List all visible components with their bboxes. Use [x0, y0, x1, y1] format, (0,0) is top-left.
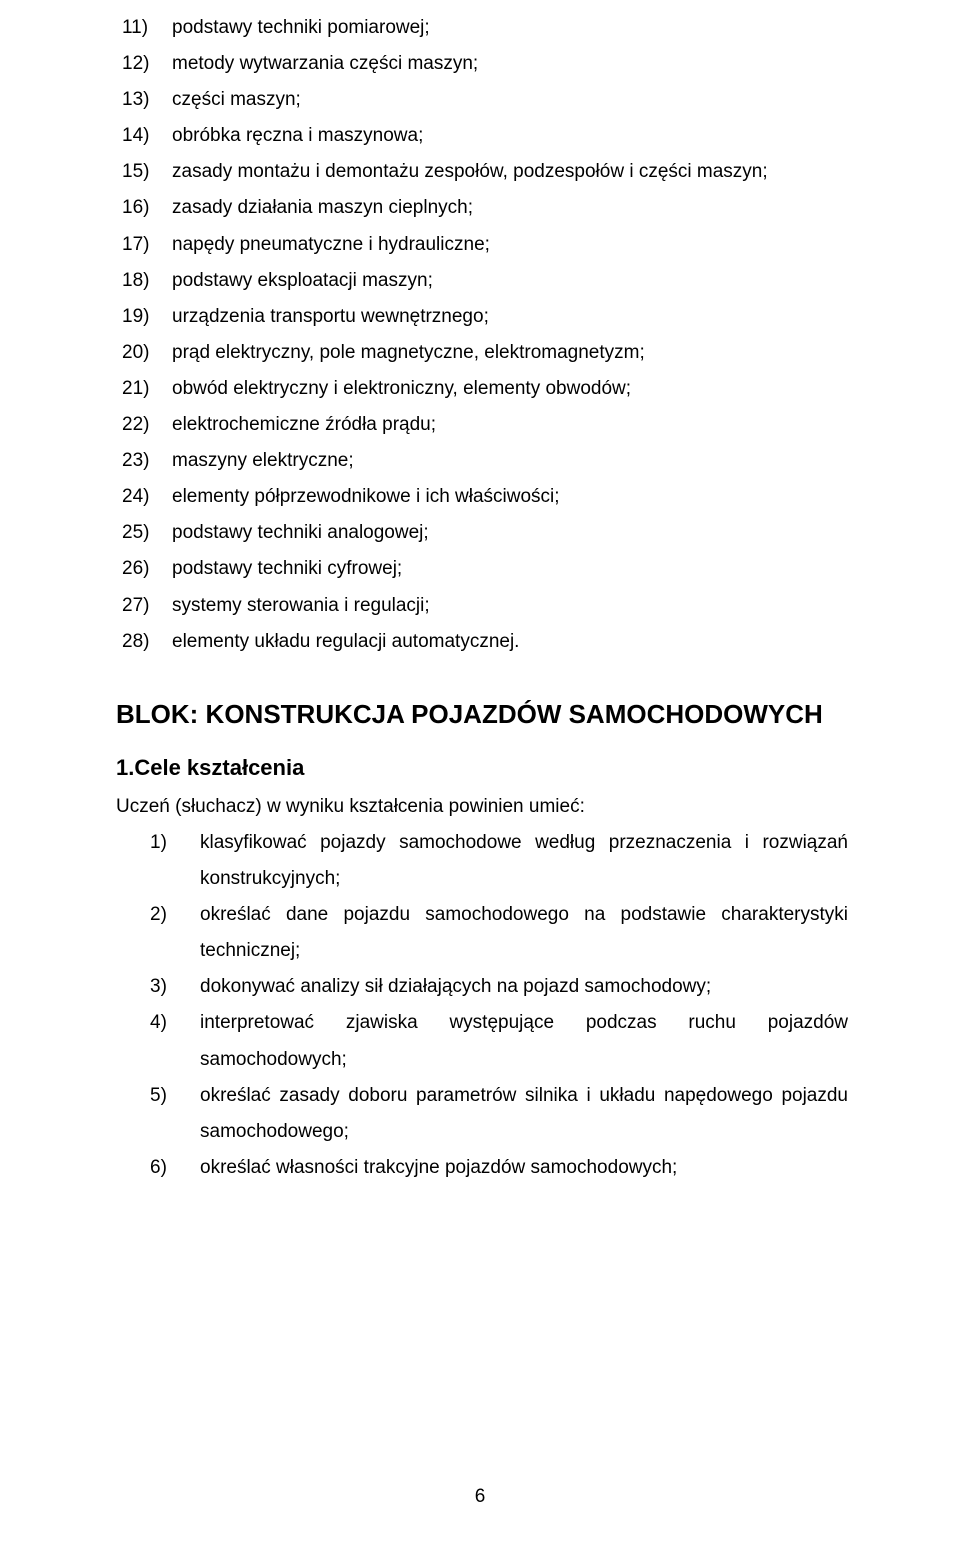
item-text: prąd elektryczny, pole magnetyczne, elek…	[172, 335, 848, 371]
item-number: 20)	[116, 335, 172, 371]
item-number: 2)	[150, 897, 200, 969]
item-text: części maszyn;	[172, 82, 848, 118]
item-number: 23)	[116, 443, 172, 479]
item-text: interpretować zjawiska występujące podcz…	[200, 1005, 848, 1077]
numbered-list-1: 11)podstawy techniki pomiarowej; 12)meto…	[116, 10, 848, 660]
item-number: 11)	[116, 10, 172, 46]
item-text: dokonywać analizy sił działających na po…	[200, 969, 848, 1005]
list-item: 19)urządzenia transportu wewnętrznego;	[116, 299, 848, 335]
list-item: 5)określać zasady doboru parametrów siln…	[116, 1078, 848, 1150]
item-number: 13)	[116, 82, 172, 118]
list-item: 4)interpretować zjawiska występujące pod…	[116, 1005, 848, 1077]
item-number: 26)	[116, 551, 172, 587]
subsection-heading: 1.Cele kształcenia	[116, 747, 848, 789]
item-text: określać własności trakcyjne pojazdów sa…	[200, 1150, 848, 1186]
item-text: zasady montażu i demontażu zespołów, pod…	[172, 154, 848, 190]
item-number: 27)	[116, 588, 172, 624]
item-number: 15)	[116, 154, 172, 190]
item-number: 4)	[150, 1005, 200, 1077]
list-item: 22)elektrochemiczne źródła prądu;	[116, 407, 848, 443]
page-number: 6	[0, 1479, 960, 1515]
item-number: 6)	[150, 1150, 200, 1186]
list-item: 11)podstawy techniki pomiarowej;	[116, 10, 848, 46]
list-item: 23)maszyny elektryczne;	[116, 443, 848, 479]
list-item: 12)metody wytwarzania części maszyn;	[116, 46, 848, 82]
item-number: 24)	[116, 479, 172, 515]
document-page: 11)podstawy techniki pomiarowej; 12)meto…	[0, 0, 960, 1543]
item-text: metody wytwarzania części maszyn;	[172, 46, 848, 82]
item-number: 14)	[116, 118, 172, 154]
item-text: obwód elektryczny i elektroniczny, eleme…	[172, 371, 848, 407]
item-text: napędy pneumatyczne i hydrauliczne;	[172, 227, 848, 263]
item-number: 1)	[150, 825, 200, 897]
item-number: 12)	[116, 46, 172, 82]
list-item: 14) obróbka ręczna i maszynowa;	[116, 118, 848, 154]
item-text: podstawy techniki pomiarowej;	[172, 10, 848, 46]
list-item: 25)podstawy techniki analogowej;	[116, 515, 848, 551]
list-item: 27)systemy sterowania i regulacji;	[116, 588, 848, 624]
list-item: 20)prąd elektryczny, pole magnetyczne, e…	[116, 335, 848, 371]
list-item: 13)części maszyn;	[116, 82, 848, 118]
list-item: 28)elementy układu regulacji automatyczn…	[116, 624, 848, 660]
list-item: 17)napędy pneumatyczne i hydrauliczne;	[116, 227, 848, 263]
list-item: 15)zasady montażu i demontażu zespołów, …	[116, 154, 848, 190]
item-text: podstawy techniki cyfrowej;	[172, 551, 848, 587]
list-item: 16)zasady działania maszyn cieplnych;	[116, 190, 848, 226]
item-text: maszyny elektryczne;	[172, 443, 848, 479]
section-heading: BLOK: KONSTRUKCJA POJAZDÓW SAMOCHODOWYCH	[116, 690, 848, 739]
item-number: 3)	[150, 969, 200, 1005]
item-number: 18)	[116, 263, 172, 299]
item-number: 25)	[116, 515, 172, 551]
item-text: podstawy eksploatacji maszyn;	[172, 263, 848, 299]
list-item: 18)podstawy eksploatacji maszyn;	[116, 263, 848, 299]
item-number: 19)	[116, 299, 172, 335]
item-text: określać dane pojazdu samochodowego na p…	[200, 897, 848, 969]
item-text: określać zasady doboru parametrów silnik…	[200, 1078, 848, 1150]
intro-text: Uczeń (słuchacz) w wyniku kształcenia po…	[116, 789, 848, 825]
item-text: elementy układu regulacji automatycznej.	[172, 624, 848, 660]
list-item: 6)określać własności trakcyjne pojazdów …	[116, 1150, 848, 1186]
list-item: 24)elementy półprzewodnikowe i ich właśc…	[116, 479, 848, 515]
list-item: 1)klasyfikować pojazdy samochodowe wedłu…	[116, 825, 848, 897]
list-item: 26)podstawy techniki cyfrowej;	[116, 551, 848, 587]
numbered-list-2: 1)klasyfikować pojazdy samochodowe wedłu…	[116, 825, 848, 1186]
item-text: systemy sterowania i regulacji;	[172, 588, 848, 624]
item-number: 28)	[116, 624, 172, 660]
item-text: klasyfikować pojazdy samochodowe według …	[200, 825, 848, 897]
list-item: 2)określać dane pojazdu samochodowego na…	[116, 897, 848, 969]
list-item: 21)obwód elektryczny i elektroniczny, el…	[116, 371, 848, 407]
item-number: 17)	[116, 227, 172, 263]
item-text: elementy półprzewodnikowe i ich właściwo…	[172, 479, 848, 515]
item-number: 16)	[116, 190, 172, 226]
item-text: podstawy techniki analogowej;	[172, 515, 848, 551]
item-text: zasady działania maszyn cieplnych;	[172, 190, 848, 226]
item-text: obróbka ręczna i maszynowa;	[172, 118, 848, 154]
list-item: 3)dokonywać analizy sił działających na …	[116, 969, 848, 1005]
item-number: 22)	[116, 407, 172, 443]
item-number: 21)	[116, 371, 172, 407]
item-text: urządzenia transportu wewnętrznego;	[172, 299, 848, 335]
item-number: 5)	[150, 1078, 200, 1150]
item-text: elektrochemiczne źródła prądu;	[172, 407, 848, 443]
